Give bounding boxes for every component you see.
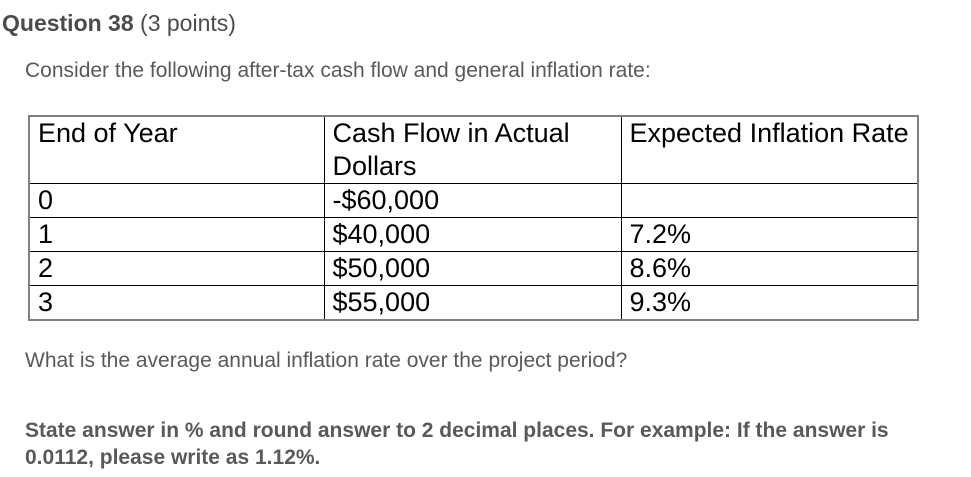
question-number: Question 38 xyxy=(2,10,134,36)
question-prompt: What is the average annual inflation rat… xyxy=(25,349,628,372)
quiz-question-panel: Question 38 (3 points) Consider the foll… xyxy=(0,10,971,477)
cell-inflation-rate: 7.2% xyxy=(620,217,919,252)
cell-cash-flow: $50,000 xyxy=(323,251,622,286)
table-row-year-3: 3 $55,000 9.3% xyxy=(28,285,919,321)
question-intro-text: Consider the following after-tax cash fl… xyxy=(25,59,651,82)
question-points: (3 points) xyxy=(133,10,236,36)
cell-cash-flow: $40,000 xyxy=(323,217,622,252)
answer-format-instruction: State answer in % and round answer to 2 … xyxy=(25,419,889,469)
cell-cash-flow: -$60,000 xyxy=(323,183,622,218)
cell-year: 3 xyxy=(28,285,325,321)
cell-cash-flow: $55,000 xyxy=(323,285,622,321)
cell-inflation-rate: 8.6% xyxy=(620,251,919,286)
header-cash-flow: Cash Flow in Actual Dollars xyxy=(323,115,622,184)
table-row-year-1: 1 $40,000 7.2% xyxy=(28,217,919,252)
cell-year: 2 xyxy=(28,251,325,286)
cell-year: 0 xyxy=(28,183,325,218)
table-row-year-2: 2 $50,000 8.6% xyxy=(28,251,919,286)
cell-inflation-rate: 9.3% xyxy=(620,285,919,321)
table-header-row: End of Year Cash Flow in Actual Dollars … xyxy=(28,115,919,184)
table-row-year-0: 0 -$60,000 xyxy=(28,183,919,218)
question-title: Question 38 (3 points) xyxy=(2,10,971,36)
cash-flow-table: End of Year Cash Flow in Actual Dollars … xyxy=(28,115,919,321)
header-inflation-rate: Expected Inflation Rate xyxy=(620,115,919,184)
cell-year: 1 xyxy=(28,217,325,252)
cell-inflation-rate xyxy=(620,183,919,218)
header-end-of-year: End of Year xyxy=(28,115,325,184)
